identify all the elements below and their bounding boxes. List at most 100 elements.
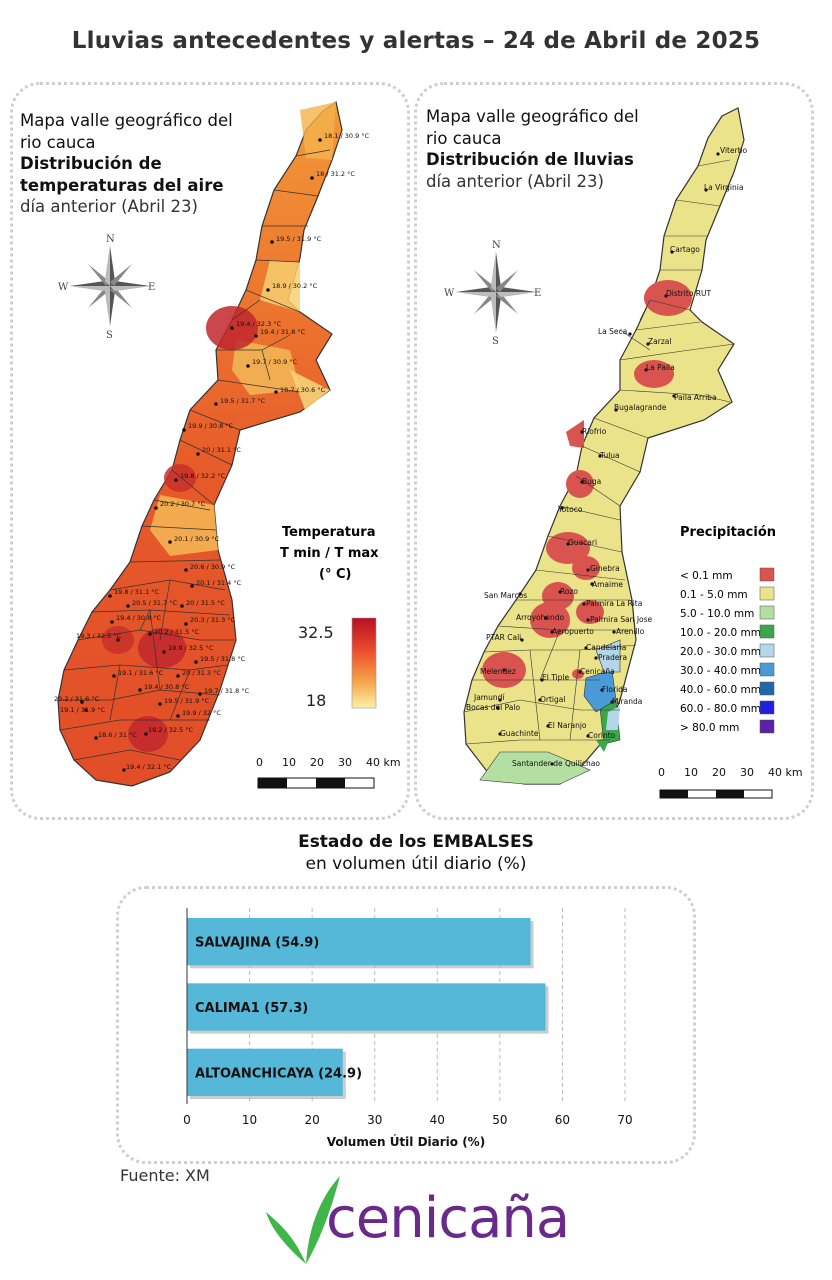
compass-n: N: [492, 240, 501, 251]
town-label: Pradera: [598, 653, 627, 662]
town-label: Palmira San Jose: [590, 615, 653, 624]
temp-label: 20.1 / 30.9 °C: [174, 535, 220, 543]
temperature-map-title: Mapa valle geográfico del rio cauca Dist…: [20, 110, 233, 218]
rainfall-map-panel: [414, 82, 814, 820]
town-label: La Seca: [598, 327, 627, 336]
town-label: Miranda: [612, 697, 642, 706]
scale-bar: 0 10 20 30 40 km: [658, 766, 803, 799]
temp-legend-title-2: T min / T max: [280, 546, 379, 561]
x-tick-label: 50: [492, 1113, 507, 1127]
town-label: Ginebra: [590, 564, 620, 573]
scale-label: 20: [310, 756, 324, 769]
temp-label: 19.8 / 32.2 °C: [180, 472, 226, 480]
temp-label: 19.2 / 32.5 °C: [148, 726, 194, 734]
source-text: Fuente: XM: [120, 1166, 210, 1185]
rain-legend-label: < 0.1 mm: [680, 570, 733, 582]
rainfall-map-title: Mapa valle geográfico del rio cauca Dist…: [426, 106, 639, 192]
town-label: Bugalagrande: [614, 403, 667, 412]
town-label: La Paila: [646, 363, 675, 372]
rain-legend-swatch: [759, 567, 775, 582]
temp-label: 18 / 31.2 °C: [316, 170, 355, 178]
rain-legend-swatch: [759, 662, 775, 677]
bar-altoanchicaya: [187, 1048, 343, 1096]
temp-label: 19.5 / 31.7 °C: [220, 397, 266, 405]
rain-legend-label: 30.0 - 40.0 mm: [680, 665, 761, 677]
x-tick-label: 40: [430, 1113, 445, 1127]
temp-label: 20.2 / 30.7 °C: [160, 500, 206, 508]
temp-title-line4: temperaturas del aire: [20, 175, 224, 195]
temp-label: 20.2 / 31.6 °C: [54, 695, 100, 703]
town-label: Buga: [582, 477, 601, 486]
temp-label: 20 / 31.1 °C: [202, 446, 241, 454]
temp-label: 20.3 / 31.3 °C: [190, 616, 236, 624]
x-tick-label: 20: [305, 1113, 320, 1127]
scale-label: 30: [338, 756, 352, 769]
compass-w: W: [444, 288, 455, 299]
temp-label: 20 / 31.3 °C: [182, 669, 221, 677]
leaf-logo-icon: [266, 1176, 340, 1264]
rain-legend-swatch: [759, 586, 775, 601]
temp-title-line3: Distribución de: [20, 154, 162, 173]
temperature-map-panel: [10, 82, 410, 820]
compass-w: W: [58, 282, 69, 293]
rain-title-line2: rio cauca: [426, 128, 502, 148]
reservoirs-title: Estado de los EMBALSES: [298, 832, 534, 852]
reservoirs-subtitle: en volumen útil diario (%): [305, 854, 527, 874]
town-label: Corinto: [588, 731, 616, 740]
temp-label: 19.4 / 30.8 °C: [144, 683, 190, 691]
temp-label: 20.5 / 31.7 °C: [132, 599, 178, 607]
temp-label: 19.1 / 31.9 °C: [60, 706, 106, 714]
rain-legend-label: 0.1 - 5.0 mm: [680, 589, 748, 601]
bar-label: CALIMA1 (57.3): [195, 1001, 308, 1016]
x-tick-label: 60: [555, 1113, 570, 1127]
rain-legend-swatch: [759, 719, 775, 734]
bar-calima1: [187, 983, 546, 1031]
rain-legend-swatch: [759, 643, 775, 658]
scale-label: 0: [256, 756, 263, 769]
town-label: Jamundí: [473, 693, 505, 702]
scale-label: 10: [684, 766, 698, 779]
town-label: Florida: [602, 685, 628, 694]
town-label: Ortigal: [540, 695, 565, 704]
town-label: Cenicaña: [580, 667, 615, 676]
town-label: La Virginia: [704, 183, 743, 192]
town-label: Palmira La Rita: [586, 599, 642, 608]
scale-label: 40 km: [768, 766, 803, 779]
temp-label: 19.3 / 32.5 °C: [76, 632, 122, 640]
x-axis-title: Volumen Útil Diario (%): [327, 1134, 485, 1149]
rain-legend-label: 20.0 - 30.0 mm: [680, 646, 761, 658]
town-label: Amaime: [592, 580, 623, 589]
town-label: Cartago: [670, 245, 700, 254]
rain-legend-label: 10.0 - 20.0 mm: [680, 627, 761, 639]
temp-legend-max: 32.5: [298, 623, 334, 642]
town-label: Santander de Quilichao: [512, 759, 600, 768]
reservoir-bar-chart: SALVAJINA (54.9) CALIMA1 (57.3) ALTOANCHIC…: [183, 908, 633, 1149]
town-label: San Marcos: [484, 591, 527, 600]
town-label: El Naranjo: [548, 721, 587, 730]
town-label: Arroyohondo: [516, 613, 564, 622]
town-label: Tulua: [599, 451, 620, 460]
town-label: Zarzal: [648, 337, 671, 346]
rain-title-line4: día anterior (Abril 23): [426, 171, 604, 191]
compass-s: S: [492, 336, 499, 347]
scale-label: 20: [712, 766, 726, 779]
temperature-map: 18.1 / 30.9 °C 18 / 31.2 °C 19.5 / 31.9 …: [54, 100, 401, 789]
compass-rose-icon: N S E W: [58, 234, 155, 341]
temp-legend-min: 18: [306, 691, 326, 710]
temp-title-line1: Mapa valle geográfico del: [20, 111, 233, 130]
town-label: Candelaria: [586, 643, 626, 652]
temp-label: 18.9 / 30.2 °C: [272, 282, 318, 290]
rain-legend-swatch: [759, 624, 775, 639]
temp-label: 19.9 / 32.5 °C: [168, 644, 214, 652]
scale-label: 30: [740, 766, 754, 779]
reservoirs-panel: [116, 886, 696, 1164]
temp-legend-title-3: (° C): [319, 567, 351, 582]
town-label: Aeropuerto: [552, 627, 594, 636]
compass-e: E: [534, 288, 541, 299]
rain-legend-label: 60.0 - 80.0 mm: [680, 703, 761, 715]
town-label: Riofrio: [582, 427, 607, 436]
town-label: El Tiple: [542, 673, 569, 682]
page-title: Lluvias antecedentes y alertas – 24 de A…: [71, 28, 761, 54]
rain-legend-swatch: [759, 700, 775, 715]
temp-station-dots: [80, 138, 322, 772]
